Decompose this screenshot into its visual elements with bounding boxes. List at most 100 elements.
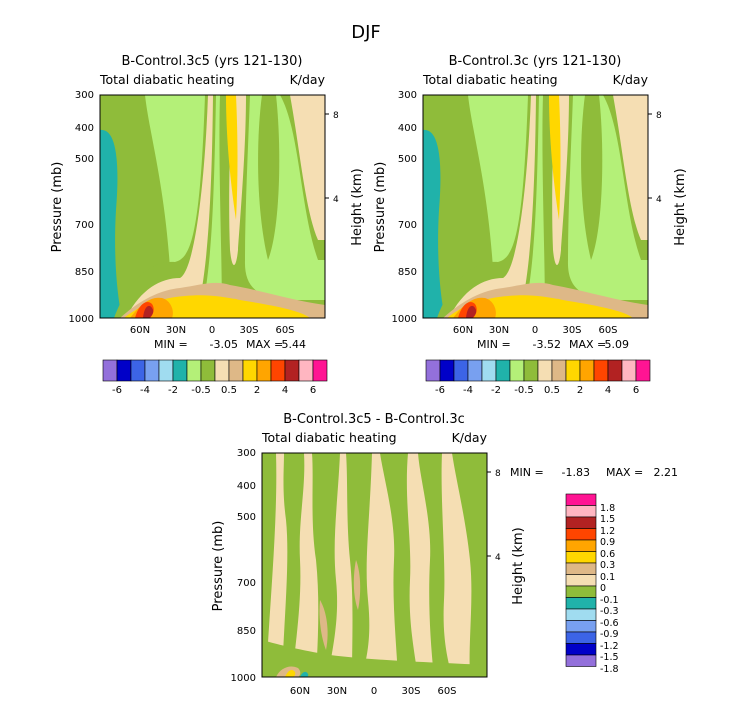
colorbar-label: -4 xyxy=(463,385,473,396)
colorbar-swatch xyxy=(565,551,597,564)
y-tick: 1000 xyxy=(392,314,417,325)
panel-a-variable: Total diabatic heating xyxy=(99,72,235,87)
colorbar-swatch xyxy=(102,359,118,382)
colorbar-swatch xyxy=(565,539,597,552)
colorbar-label: 0.1 xyxy=(600,572,615,583)
colorbar-swatch xyxy=(565,574,597,587)
panel-a-xticks: 60N 30N 0 30S 60S xyxy=(130,325,295,336)
x-tick: 30N xyxy=(327,686,347,697)
colorbar-label: -2 xyxy=(168,385,178,396)
x-tick: 60N xyxy=(130,325,150,336)
colorbar-label: -0.6 xyxy=(600,618,619,629)
x-tick: 30N xyxy=(489,325,509,336)
colorbar-label: 0.9 xyxy=(600,537,615,548)
y-tick: 400 xyxy=(237,481,256,492)
panel-a-yticks: 300 400 500 700 850 1000 xyxy=(69,90,94,325)
panel-a-title: B-Control.3c5 (yrs 121-130) xyxy=(122,54,303,69)
colorbar-swatch xyxy=(242,359,258,382)
x-tick: 30N xyxy=(166,325,186,336)
panel-c-title: B-Control.3c5 - B-Control.3c xyxy=(283,412,465,427)
colorbar-swatch xyxy=(565,516,597,529)
colorbar-label: -6 xyxy=(112,385,122,396)
colorbar-swatch xyxy=(565,585,597,598)
panel-c-colorbar xyxy=(565,493,597,667)
x-tick: 60N xyxy=(453,325,473,336)
colorbar-swatch xyxy=(298,359,314,382)
colorbar-swatch xyxy=(565,608,597,621)
x-tick: 0 xyxy=(209,325,215,336)
y-tick-right: 8 xyxy=(495,469,501,479)
panel-a-colorbar-labels: -6 -4 -2 -0.5 0.5 2 4 6 xyxy=(112,385,316,396)
colorbar-label: -4 xyxy=(140,385,150,396)
panel-b-variable: Total diabatic heating xyxy=(422,72,558,87)
panel-c-variable: Total diabatic heating xyxy=(261,430,397,445)
y-tick: 700 xyxy=(75,220,94,231)
colorbar-swatch xyxy=(565,493,597,506)
colorbar-swatch xyxy=(565,505,597,518)
y-tick: 850 xyxy=(398,267,417,278)
panel-a-colorbar xyxy=(102,359,328,382)
panel-b: B-Control.3c (yrs 121-130) Total diabati… xyxy=(373,54,688,396)
colorbar-swatch xyxy=(523,359,539,382)
panel-c-min-value: -1.83 xyxy=(562,466,590,479)
colorbar-swatch xyxy=(565,359,581,382)
y-tick: 400 xyxy=(398,123,417,134)
y-tick-right: 8 xyxy=(333,111,339,121)
panel-a-min-value: -3.05 xyxy=(210,338,238,351)
colorbar-label: -2 xyxy=(491,385,501,396)
panel-c-ylabel-right: Height (km) xyxy=(511,527,526,604)
x-tick: 30S xyxy=(562,325,581,336)
panel-b-ylabel-right: Height (km) xyxy=(673,168,688,245)
colorbar-label: 2 xyxy=(577,385,583,396)
colorbar-swatch xyxy=(130,359,146,382)
x-tick: 60S xyxy=(275,325,294,336)
colorbar-label: 0 xyxy=(600,583,606,594)
x-tick: 30S xyxy=(401,686,420,697)
colorbar-swatch xyxy=(509,359,525,382)
colorbar-label: 1.8 xyxy=(600,503,615,514)
colorbar-swatch xyxy=(270,359,286,382)
colorbar-swatch xyxy=(579,359,595,382)
y-tick: 850 xyxy=(237,626,256,637)
panel-b-yticks: 300 400 500 700 850 1000 xyxy=(392,90,417,325)
colorbar-label: -1.8 xyxy=(600,664,619,675)
panel-a: B-Control.3c5 (yrs 121-130) Total diabat… xyxy=(50,54,365,396)
panel-c-max-value: 2.21 xyxy=(654,466,679,479)
colorbar-label: 6 xyxy=(310,385,316,396)
panel-a-ylabel: Pressure (mb) xyxy=(50,162,65,253)
colorbar-swatch xyxy=(565,631,597,644)
y-tick: 1000 xyxy=(231,673,256,684)
y-tick: 500 xyxy=(398,154,417,165)
colorbar-swatch xyxy=(565,597,597,610)
colorbar-label: 1.2 xyxy=(600,526,615,537)
y-tick: 1000 xyxy=(69,314,94,325)
colorbar-label: -0.5 xyxy=(514,385,534,396)
colorbar-swatch xyxy=(565,654,597,667)
colorbar-swatch xyxy=(144,359,160,382)
x-tick: 60S xyxy=(598,325,617,336)
colorbar-label: 0.5 xyxy=(221,385,237,396)
y-tick: 400 xyxy=(75,123,94,134)
y-tick: 700 xyxy=(398,220,417,231)
colorbar-swatch xyxy=(481,359,497,382)
panel-b-xticks: 60N 30N 0 30S 60S xyxy=(453,325,618,336)
y-tick: 850 xyxy=(75,267,94,278)
y-tick: 300 xyxy=(75,90,94,101)
panel-b-units: K/day xyxy=(613,72,649,87)
colorbar-swatch xyxy=(214,359,230,382)
colorbar-swatch xyxy=(537,359,553,382)
panel-b-ylabel: Pressure (mb) xyxy=(373,162,388,253)
colorbar-swatch xyxy=(607,359,623,382)
panel-c-yticks: 300 400 500 700 850 1000 xyxy=(231,448,256,684)
colorbar-label: 0.6 xyxy=(600,549,615,560)
colorbar-label: -0.3 xyxy=(600,606,619,617)
panel-a-ylabel-right: Height (km) xyxy=(350,168,365,245)
colorbar-label: -1.2 xyxy=(600,641,619,652)
colorbar-label: -0.1 xyxy=(600,595,619,606)
panel-b-max-value: 5.09 xyxy=(605,338,630,351)
y-tick-right: 4 xyxy=(656,195,662,205)
colorbar-swatch xyxy=(621,359,637,382)
panel-a-units: K/day xyxy=(290,72,326,87)
colorbar-swatch xyxy=(312,359,328,382)
